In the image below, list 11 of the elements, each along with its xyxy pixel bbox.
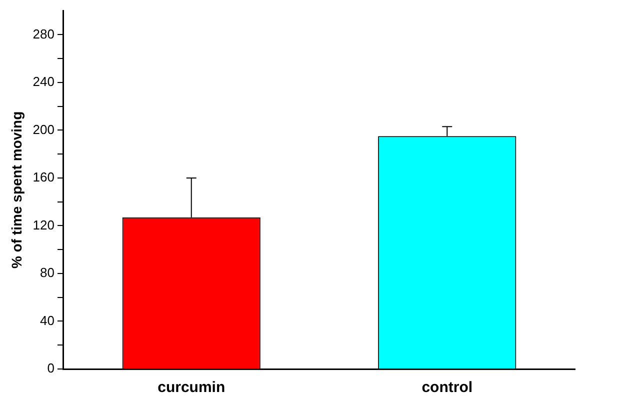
y-tick-label: 200 [32, 122, 54, 137]
x-tick-label: curcumin [158, 379, 226, 396]
y-tick-label: 160 [32, 170, 54, 185]
y-tick-label: 280 [32, 26, 54, 42]
y-axis-title: % of time spent moving [8, 111, 24, 268]
x-tick-label: control [422, 379, 473, 396]
y-tick-label: 240 [32, 74, 54, 90]
y-tick-label: 0 [47, 360, 54, 376]
y-tick-label: 80 [40, 265, 54, 280]
y-tick-label: 120 [32, 217, 54, 232]
y-tick-label: 40 [40, 312, 54, 328]
